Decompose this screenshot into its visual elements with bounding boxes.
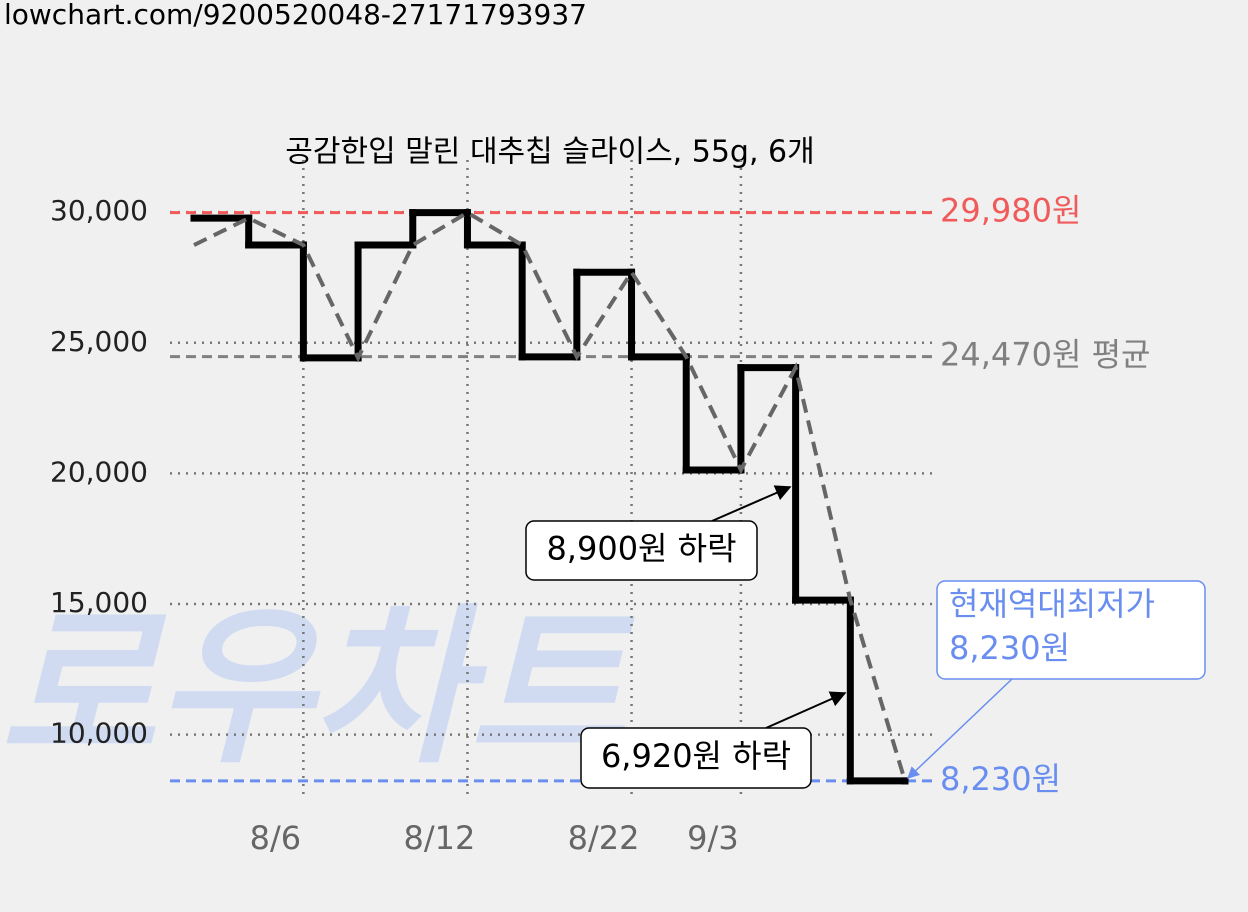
annotation-text: 8,900원 하락 [546, 530, 736, 568]
annotation-arrow [907, 678, 1013, 779]
y-tick-label: 20,000 [50, 455, 148, 488]
chart-title: 공감한입 말린 대추칩 슬라이스, 55g, 6개 [285, 135, 814, 170]
x-tick-label: 8/12 [404, 819, 476, 857]
annotation-arrow [711, 485, 792, 522]
reference-label: 8,230원 [940, 760, 1061, 798]
watermark: 로우차트 [0, 589, 635, 787]
annotation-text: 현재역대최저가 [949, 585, 1155, 623]
y-tick-label: 25,000 [50, 325, 148, 358]
source-url: lowchart.com/9200520048-27171793937 [4, 0, 587, 31]
x-tick-label: 8/6 [250, 819, 302, 857]
y-tick-label: 15,000 [50, 586, 148, 619]
reference-label: 24,470원 평균 [940, 336, 1150, 374]
reference-label: 29,980원 [940, 192, 1081, 230]
annotation-box [936, 580, 1206, 680]
annotation-text: 6,920원 하락 [601, 737, 791, 775]
annotation-arrow [765, 691, 847, 729]
x-tick-label: 9/3 [687, 819, 739, 857]
dashed-line [193, 210, 907, 782]
x-tick-label: 8/22 [568, 819, 640, 857]
annotation-text: 8,230원 [949, 629, 1070, 667]
annotation-box [525, 520, 758, 581]
annotation-box [580, 727, 812, 789]
y-tick-label: 10,000 [50, 717, 148, 750]
y-tick-label: 30,000 [50, 194, 148, 227]
